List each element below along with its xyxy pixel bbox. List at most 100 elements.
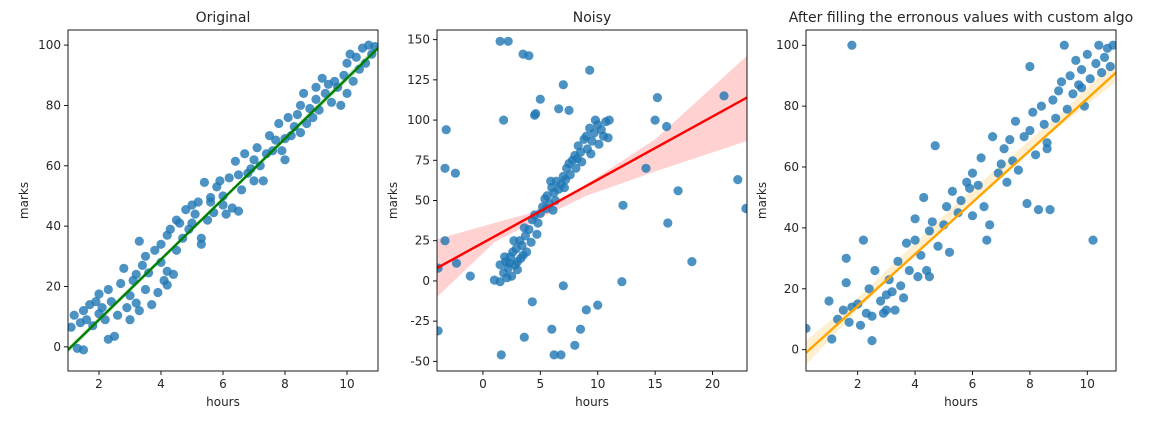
data-point: [867, 336, 877, 346]
data-point: [122, 303, 132, 313]
data-point: [1094, 40, 1104, 50]
data-point: [870, 265, 880, 276]
data-point: [336, 100, 346, 110]
data-point: [342, 88, 352, 98]
data-point: [437, 326, 443, 336]
data-point: [844, 317, 854, 327]
data-point: [1028, 107, 1038, 117]
y-tick-label: 40: [784, 221, 799, 235]
data-point: [542, 191, 552, 201]
data-point: [156, 239, 166, 249]
data-point: [94, 289, 104, 299]
data-point: [499, 115, 509, 125]
x-tick-label: 5: [537, 377, 545, 391]
data-point: [97, 303, 107, 313]
data-point: [233, 170, 244, 180]
data-point: [274, 118, 284, 129]
data-point: [594, 139, 604, 149]
data-point: [82, 315, 92, 325]
y-tick-label: 25: [415, 234, 430, 248]
data-point: [1077, 83, 1087, 93]
data-point: [1108, 40, 1116, 50]
data-point: [153, 287, 163, 298]
x-tick-label: 6: [969, 377, 977, 391]
plot-area: [437, 36, 747, 360]
data-point: [113, 310, 123, 320]
y-tick-label: 100: [38, 38, 61, 52]
data-point: [137, 260, 147, 270]
x-axis-label: hours: [944, 395, 978, 409]
y-axis-label: marks: [386, 182, 400, 219]
data-point: [240, 149, 250, 159]
data-point: [277, 146, 287, 156]
plot-area: [68, 40, 378, 355]
data-point: [249, 155, 259, 165]
data-point: [495, 277, 505, 287]
data-point: [1068, 89, 1078, 99]
y-axis-label: marks: [17, 182, 31, 219]
data-point: [109, 331, 120, 341]
data-point: [927, 217, 937, 227]
data-point: [348, 76, 358, 86]
data-point: [547, 324, 557, 334]
data-point: [237, 185, 247, 195]
data-point: [1010, 116, 1021, 126]
data-point: [841, 278, 851, 288]
chart-title: After filling the erronous values with c…: [789, 10, 1133, 26]
y-tick-label: 20: [784, 282, 799, 296]
data-point: [864, 284, 874, 294]
data-point: [890, 305, 900, 315]
data-point: [532, 229, 542, 239]
data-point: [1085, 74, 1095, 84]
data-point: [587, 136, 597, 146]
data-point: [572, 154, 582, 164]
data-point: [556, 350, 566, 360]
data-point: [956, 195, 966, 206]
data-point: [496, 350, 506, 360]
data-point: [1039, 119, 1049, 129]
data-point: [589, 128, 599, 138]
data-point: [1048, 95, 1058, 105]
data-point: [1088, 235, 1098, 245]
data-point: [168, 269, 178, 279]
plot-area: [806, 40, 1116, 365]
data-point: [947, 186, 958, 196]
data-point: [1042, 144, 1052, 154]
data-point: [549, 350, 559, 360]
data-point: [131, 298, 141, 308]
x-tick-label: 2: [95, 377, 103, 391]
data-point: [526, 237, 536, 247]
data-point: [522, 247, 532, 257]
data-point: [116, 278, 126, 289]
data-point: [933, 241, 943, 251]
data-point: [1005, 135, 1015, 145]
data-point: [571, 163, 581, 173]
data-point: [741, 203, 747, 214]
data-point: [533, 218, 543, 228]
data-point: [1036, 101, 1046, 111]
data-point: [1059, 40, 1069, 50]
x-axis-label: hours: [206, 395, 240, 409]
data-point: [1071, 55, 1081, 65]
data-point: [119, 263, 129, 273]
data-point: [1077, 65, 1087, 75]
data-point: [733, 175, 743, 185]
y-axis-label: marks: [755, 182, 769, 219]
y-tick-label: 0: [422, 274, 430, 288]
data-point: [965, 183, 975, 193]
data-point: [1062, 104, 1072, 114]
data-point: [1013, 165, 1024, 175]
data-point: [982, 235, 992, 245]
data-point: [190, 209, 200, 219]
data-point: [581, 305, 591, 315]
data-point: [440, 236, 450, 246]
data-point: [604, 115, 614, 125]
data-point: [910, 214, 920, 224]
data-point: [292, 109, 302, 120]
x-tick-label: 6: [219, 377, 227, 391]
data-point: [535, 94, 545, 104]
data-point: [913, 272, 923, 282]
data-point: [617, 277, 627, 287]
data-point: [252, 143, 262, 153]
